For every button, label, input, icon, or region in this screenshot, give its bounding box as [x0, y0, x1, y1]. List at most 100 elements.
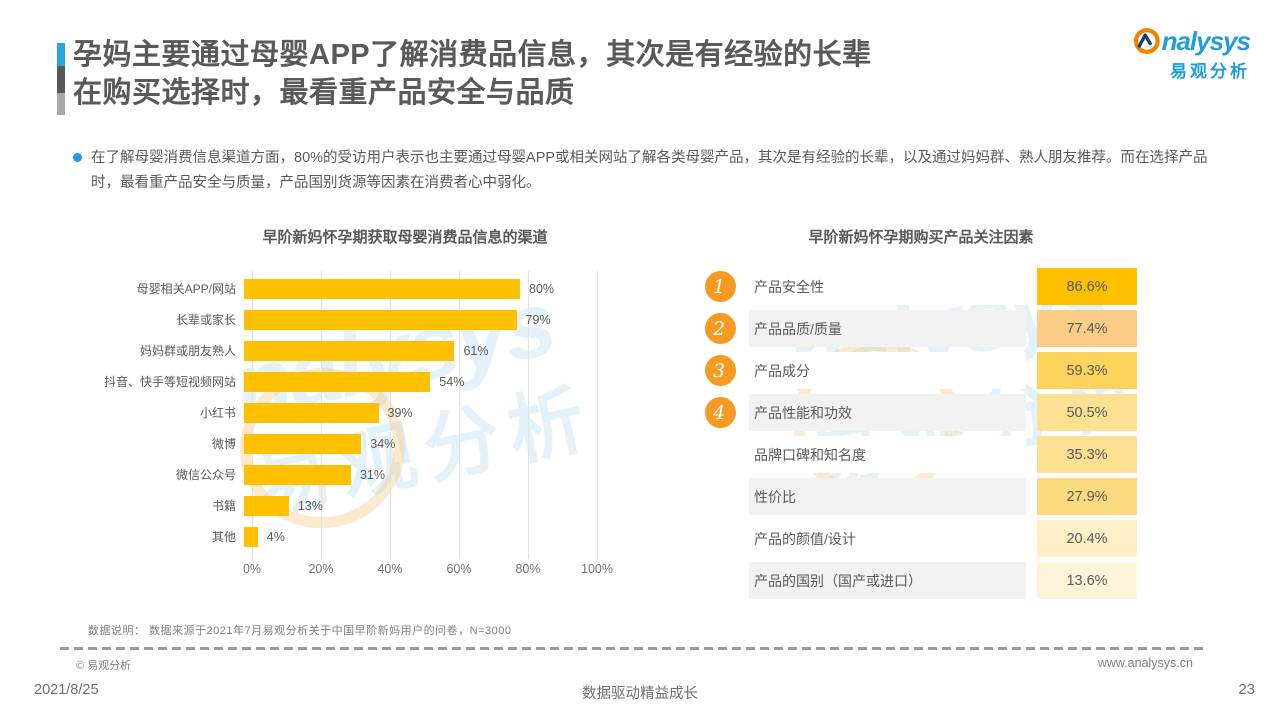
- bar: [244, 340, 455, 361]
- rank-column: [705, 520, 749, 557]
- factors-panel-title: 早阶新妈怀孕期购买产品关注因素: [808, 229, 1034, 246]
- bar-value-label: 61%: [463, 343, 489, 358]
- bar-category-label: 妈妈群或朋友熟人: [139, 344, 236, 358]
- summary-block: 在了解母婴消费信息渠道方面，80%的受访用户表示也主要通过母婴APP或相关网站了…: [73, 146, 1213, 196]
- bar-track: 39%: [244, 402, 589, 423]
- rank-column: [705, 478, 749, 515]
- page-title-line2: 在购买选择时，最看重产品安全与品质: [73, 77, 575, 109]
- bar-track: 4%: [244, 526, 589, 547]
- rank-column: 3: [705, 352, 749, 389]
- factor-value: 27.9%: [1037, 478, 1137, 515]
- x-axis-tick-label: 60%: [446, 562, 472, 576]
- factor-value: 50.5%: [1037, 394, 1137, 431]
- factor-row: 2 产品品质/质量 77.4%: [705, 310, 1137, 347]
- page-number: 23: [1238, 681, 1255, 698]
- factor-gap: [1026, 268, 1037, 305]
- channels-bar-chart: 早阶新妈怀孕期获取母婴消费品信息的渠道 母婴相关APP/网站 80% 长辈或家长 79…: [60, 226, 613, 578]
- factor-value: 35.3%: [1037, 436, 1137, 473]
- page-title: 孕妈主要通过母婴APP了解消费品信息，其次是有经验的长辈 在购买选择时，最看重产…: [73, 36, 1118, 112]
- bar-category-label: 其他: [211, 530, 236, 544]
- factor-row: 3 产品成分 59.3%: [705, 352, 1137, 389]
- rank-column: 1: [705, 268, 749, 305]
- bar: [244, 278, 520, 299]
- factor-value: 20.4%: [1037, 520, 1137, 557]
- factor-row: 1 产品安全性 86.6%: [705, 268, 1137, 305]
- factor-row: 4 产品性能和功效 50.5%: [705, 394, 1137, 431]
- analysys-logo: nalysys 易观分析: [1116, 26, 1251, 82]
- bar-category-label: 抖音、快手等短视频网站: [103, 375, 236, 389]
- bar-value-label: 79%: [525, 312, 551, 327]
- bar: [244, 309, 517, 330]
- bar-value-label: 4%: [266, 529, 285, 544]
- rank-column: [705, 562, 749, 599]
- factor-gap: [1026, 352, 1037, 389]
- x-axis-tick-label: 0%: [242, 562, 262, 576]
- page-title-line1: 孕妈主要通过母婴APP了解消费品信息，其次是有经验的长辈: [73, 39, 872, 71]
- rank-badge: 3: [705, 355, 736, 386]
- bar: [244, 464, 351, 485]
- rank-badge: 4: [705, 397, 736, 428]
- bar-row: 妈妈群或朋友熟人 61%: [60, 335, 600, 366]
- rank-column: 4: [705, 394, 749, 431]
- bar-track: 13%: [244, 495, 589, 516]
- bar-track: 54%: [244, 371, 589, 392]
- factor-label: 产品成分: [749, 352, 1026, 389]
- bar-value-label: 54%: [439, 374, 465, 389]
- bar: [244, 371, 431, 392]
- factor-rows: 1 产品安全性 86.6% 2 产品品质/质量 77.4% 3 产品成分 59.3% 4 产品性能和…: [705, 268, 1137, 599]
- website-link: www.analysys.cn: [1097, 656, 1193, 670]
- bar-track: 31%: [244, 464, 589, 485]
- factor-value: 77.4%: [1037, 310, 1137, 347]
- bar-track: 61%: [244, 340, 589, 361]
- factor-label: 产品品质/质量: [749, 310, 1026, 347]
- bar-category-label: 小红书: [199, 406, 236, 420]
- factor-label: 产品性能和功效: [749, 394, 1026, 431]
- factor-label: 产品的国别（国产或进口）: [749, 562, 1026, 599]
- bar-track: 80%: [244, 278, 589, 299]
- factor-row: 产品的颜值/设计 20.4%: [705, 520, 1137, 557]
- rank-column: [705, 436, 749, 473]
- footer-date: 2021/8/25: [34, 682, 99, 698]
- bar-category-label: 长辈或家长: [175, 313, 236, 327]
- copyright-text: © 易观分析: [76, 660, 132, 672]
- factor-gap: [1026, 562, 1037, 599]
- purchase-factors-panel: 早阶新妈怀孕期购买产品关注因素 1 产品安全性 86.6% 2 产品品质/质量 77.4%…: [705, 226, 1137, 604]
- bar: [244, 495, 289, 516]
- factor-gap: [1026, 394, 1037, 431]
- factor-value: 86.6%: [1037, 268, 1137, 305]
- logo-brand-cn: 易观分析: [1170, 62, 1250, 81]
- bar-chart-title: 早阶新妈怀孕期获取母婴消费品信息的渠道: [262, 229, 548, 246]
- factor-gap: [1026, 436, 1037, 473]
- bar-track: 79%: [244, 309, 589, 330]
- bar-value-label: 80%: [529, 281, 555, 296]
- bar-value-label: 34%: [370, 436, 396, 451]
- gridline: [597, 271, 598, 559]
- factor-value: 59.3%: [1037, 352, 1137, 389]
- x-axis-tick-label: 20%: [308, 562, 334, 576]
- bar: [244, 433, 362, 454]
- bar-category-label: 微信公众号: [175, 468, 236, 482]
- rank-badge: 1: [705, 271, 736, 302]
- factor-gap: [1026, 478, 1037, 515]
- logo-brand-en: nalysys: [1161, 26, 1251, 56]
- bar-category-label: 母婴相关APP/网站: [136, 282, 236, 296]
- bar-category-label: 书籍: [211, 499, 236, 513]
- bar-row: 微信公众号 31%: [60, 459, 600, 490]
- bar: [244, 402, 379, 423]
- factor-row: 产品的国别（国产或进口） 13.6%: [705, 562, 1137, 599]
- bar-row: 其他 4%: [60, 521, 600, 552]
- factor-label: 产品安全性: [749, 268, 1026, 305]
- bar-row: 微博 34%: [60, 428, 600, 459]
- bar-value-label: 39%: [387, 405, 413, 420]
- bar-row: 抖音、快手等短视频网站 54%: [60, 366, 600, 397]
- factor-row: 品牌口碑和知名度 35.3%: [705, 436, 1137, 473]
- x-axis-tick-label: 100%: [581, 562, 613, 576]
- rank-column: 2: [705, 310, 749, 347]
- data-source-note: 数据说明： 数据来源于2021年7月易观分析关于中国早阶新妈用户的问卷，N=30…: [88, 625, 512, 637]
- gridline: [528, 271, 529, 559]
- x-axis-tick-label: 80%: [515, 562, 541, 576]
- summary-text: 在了解母婴消费信息渠道方面，80%的受访用户表示也主要通过母婴APP或相关网站了…: [91, 150, 1208, 191]
- gridline: [390, 271, 391, 559]
- factor-gap: [1026, 520, 1037, 557]
